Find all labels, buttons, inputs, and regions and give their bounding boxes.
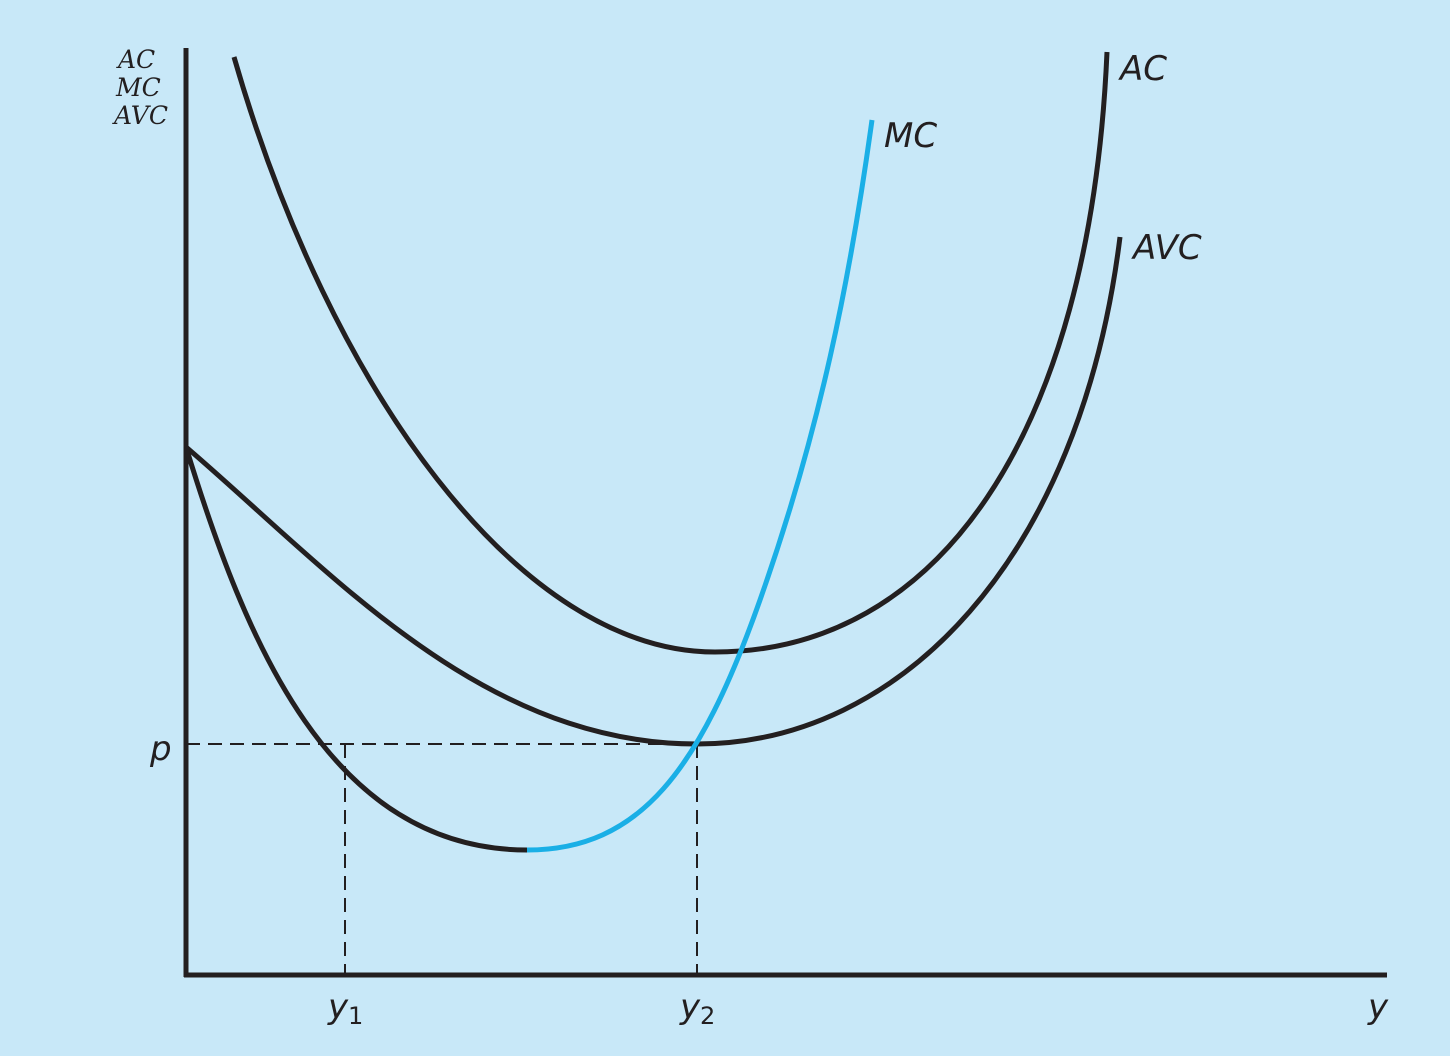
mc-curve-label: MC [884,116,937,156]
y-axis-label-avc: AVC [112,101,168,130]
x-tick-y1: y 1 [327,987,363,1030]
x-tick-y1-subscript: 1 [348,1002,363,1030]
price-tick-label: p [149,729,172,769]
x-tick-y2-base: y [679,987,701,1027]
ac-curve-label: AC [1118,49,1167,89]
mc-curve-rising [526,119,875,853]
mc-curve-falling [183,446,528,853]
x-axis-label: y [1367,987,1389,1027]
avc-curve [184,236,1123,747]
y-axis-label-mc: MC [115,73,161,102]
x-tick-y2-subscript: 2 [700,1002,715,1030]
x-tick-y1-base: y [327,987,349,1027]
ac-curve [231,51,1110,655]
y-axis-label-ac: AC [116,45,155,74]
avc-curve-label: AVC [1131,228,1202,268]
x-tick-y2: y 2 [679,987,715,1030]
